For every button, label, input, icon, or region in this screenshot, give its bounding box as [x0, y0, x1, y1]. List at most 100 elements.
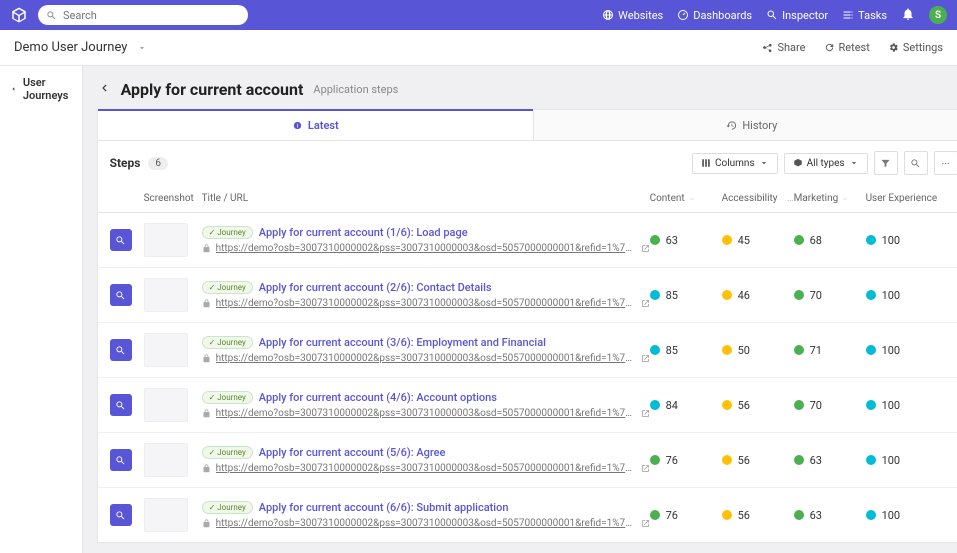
score-dot — [722, 400, 732, 410]
col-accessibility[interactable]: Accessibility… — [722, 193, 794, 204]
score-value: 71 — [810, 344, 822, 357]
score-value: 76 — [666, 509, 678, 522]
screenshot-thumb[interactable] — [144, 278, 188, 312]
score-value: 85 — [666, 344, 678, 357]
expand-button[interactable] — [110, 504, 132, 526]
chevron-down-icon[interactable] — [137, 43, 147, 53]
search-box[interactable] — [38, 5, 248, 25]
score-value: 76 — [666, 454, 678, 467]
filter-button[interactable] — [874, 151, 898, 175]
lock-icon — [202, 354, 211, 363]
toolbar: Steps 6 Columns All types — [97, 141, 957, 185]
screenshot-thumb[interactable] — [144, 443, 188, 477]
score-dot — [794, 455, 804, 465]
settings-button[interactable]: Settings — [888, 41, 943, 54]
step-url[interactable]: https://demo?osb=3007310000002&pss=30073… — [216, 353, 636, 364]
logo[interactable] — [10, 6, 28, 24]
score-dot — [722, 235, 732, 245]
expand-button[interactable] — [110, 229, 132, 251]
score-dot — [794, 510, 804, 520]
expand-button[interactable] — [110, 339, 132, 361]
score-cell: 100 — [866, 289, 957, 302]
nav-tasks[interactable]: Tasks — [842, 9, 887, 22]
search-input[interactable] — [63, 9, 240, 22]
step-url[interactable]: https://demo?osb=3007310000002&pss=30073… — [216, 298, 636, 309]
score-dot — [794, 235, 804, 245]
tabs: iLatest History — [97, 109, 957, 141]
score-dot — [650, 290, 660, 300]
more-button[interactable] — [934, 151, 957, 175]
nav-dashboards[interactable]: Dashboards — [677, 9, 752, 22]
col-marketing[interactable]: Marketing — [794, 193, 866, 204]
steps-count: 6 — [148, 157, 168, 170]
tab-history[interactable]: History — [533, 110, 957, 140]
score-cell: 70 — [794, 289, 866, 302]
score-value: 100 — [882, 344, 901, 357]
score-cell: 56 — [722, 399, 794, 412]
nav-websites[interactable]: Websites — [602, 9, 663, 22]
score-value: 100 — [882, 509, 901, 522]
columns-button[interactable]: Columns — [692, 153, 778, 174]
screenshot-thumb[interactable] — [144, 333, 188, 367]
col-title[interactable]: Title / URL — [202, 193, 650, 204]
top-nav: Websites Dashboards Inspector Tasks S — [602, 6, 947, 24]
tab-latest[interactable]: iLatest — [98, 109, 534, 140]
score-cell: 63 — [794, 454, 866, 467]
step-title-link[interactable]: Apply for current account (1/6): Load pa… — [259, 226, 468, 239]
expand-button[interactable] — [110, 449, 132, 471]
search-icon — [46, 10, 57, 21]
external-link-icon[interactable] — [641, 299, 650, 308]
col-ux[interactable]: User Experience — [866, 193, 957, 204]
workspace-name[interactable]: Demo User Journey — [14, 40, 127, 55]
notifications-icon[interactable] — [901, 7, 915, 24]
back-button[interactable] — [97, 81, 111, 98]
score-value: 68 — [810, 234, 822, 247]
score-dot — [866, 510, 876, 520]
lock-icon — [202, 519, 211, 528]
score-value: 85 — [666, 289, 678, 302]
step-title-link[interactable]: Apply for current account (5/6): Agree — [259, 446, 446, 459]
nav-inspector[interactable]: Inspector — [766, 9, 828, 22]
step-url[interactable]: https://demo?osb=3007310000002&pss=30073… — [216, 518, 636, 529]
screenshot-thumb[interactable] — [144, 223, 188, 257]
external-link-icon[interactable] — [641, 244, 650, 253]
table-row: JourneyApply for current account (6/6): … — [98, 488, 957, 542]
score-cell: 46 — [722, 289, 794, 302]
journey-pill: Journey — [202, 391, 253, 404]
score-value: 45 — [738, 234, 750, 247]
step-url[interactable]: https://demo?osb=3007310000002&pss=30073… — [216, 243, 636, 254]
sidebar: User Journeys — [0, 66, 83, 553]
score-cell: 85 — [650, 289, 722, 302]
score-cell: 100 — [866, 344, 957, 357]
score-cell: 100 — [866, 399, 957, 412]
table-row: JourneyApply for current account (3/6): … — [98, 323, 957, 378]
external-link-icon[interactable] — [641, 464, 650, 473]
sidebar-back[interactable]: User Journeys — [10, 76, 72, 102]
score-value: 56 — [738, 454, 750, 467]
types-button[interactable]: All types — [784, 153, 868, 174]
col-content[interactable]: Content — [650, 193, 722, 204]
step-title-link[interactable]: Apply for current account (3/6): Employm… — [259, 336, 546, 349]
step-title-link[interactable]: Apply for current account (4/6): Account… — [259, 391, 497, 404]
score-cell: 56 — [722, 454, 794, 467]
avatar[interactable]: S — [929, 6, 947, 24]
step-title-link[interactable]: Apply for current account (2/6): Contact… — [259, 281, 492, 294]
expand-button[interactable] — [110, 394, 132, 416]
share-button[interactable]: Share — [762, 41, 805, 54]
col-screenshot[interactable]: Screenshot — [144, 193, 202, 204]
lock-icon — [202, 299, 211, 308]
score-value: 100 — [882, 289, 901, 302]
external-link-icon[interactable] — [641, 519, 650, 528]
external-link-icon[interactable] — [641, 409, 650, 418]
journey-pill: Journey — [202, 226, 253, 239]
screenshot-thumb[interactable] — [144, 498, 188, 532]
step-url[interactable]: https://demo?osb=3007310000002&pss=30073… — [216, 408, 636, 419]
external-link-icon[interactable] — [641, 354, 650, 363]
expand-button[interactable] — [110, 284, 132, 306]
table-row: Journey Apply for current account (1/6): … — [98, 213, 957, 268]
screenshot-thumb[interactable] — [144, 388, 188, 422]
step-url[interactable]: https://demo?osb=3007310000002&pss=30073… — [216, 463, 636, 474]
retest-button[interactable]: Retest — [824, 41, 870, 54]
score-value: 100 — [882, 234, 901, 247]
table-search-button[interactable] — [904, 151, 928, 175]
